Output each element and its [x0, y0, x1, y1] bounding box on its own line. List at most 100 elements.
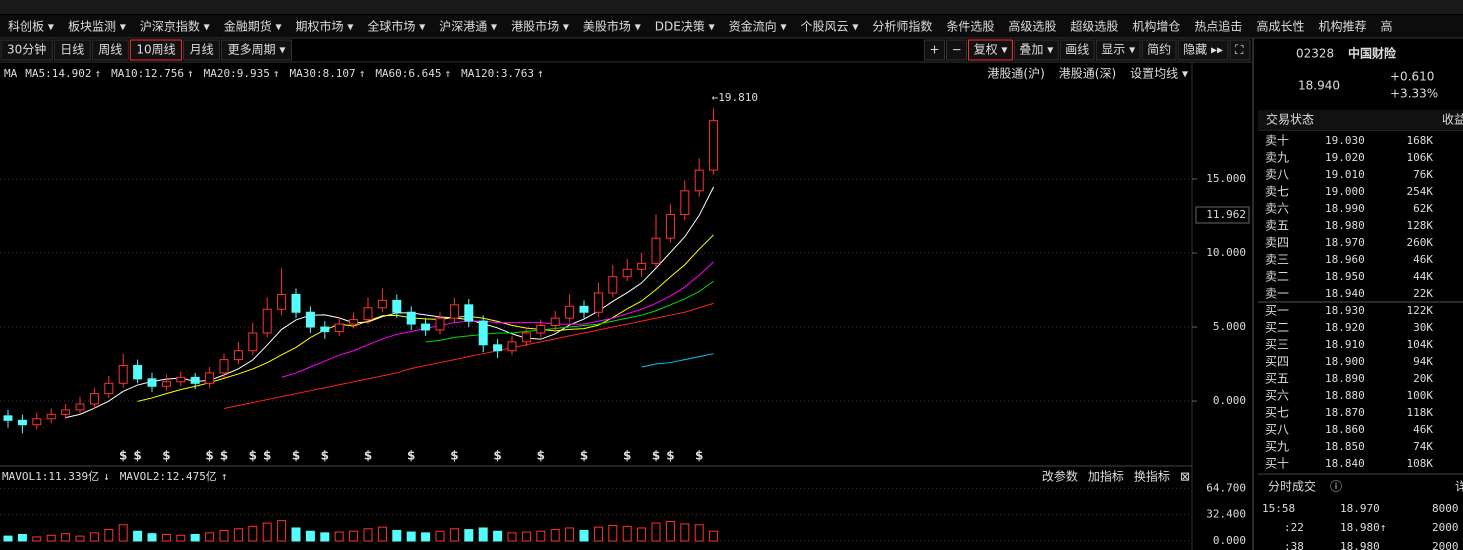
book-volume: 104K — [1407, 338, 1434, 351]
book-label: 卖七 — [1265, 185, 1289, 199]
vol-link[interactable]: 加指标 — [1088, 469, 1124, 484]
period-tab-label[interactable]: 10周线 — [136, 43, 175, 57]
menu-item[interactable]: 资金流向 ▾ — [729, 19, 787, 34]
book-label: 买三 — [1265, 338, 1289, 352]
volume-bar — [406, 531, 416, 542]
candle-body — [565, 305, 575, 319]
signal-mark: $ — [580, 449, 588, 463]
tool-label[interactable]: 简约 — [1147, 42, 1171, 57]
book-volume: 100K — [1407, 389, 1434, 402]
candle-body — [32, 418, 42, 426]
menu-item[interactable]: 高成长性 — [1256, 19, 1304, 34]
period-tab[interactable] — [53, 39, 91, 61]
ma-arrow: ↑ — [537, 67, 544, 80]
tool-label[interactable]: 叠加 ▾ — [1019, 43, 1053, 57]
book-price: 18.870 — [1325, 406, 1365, 419]
ma-label: MA — [4, 67, 18, 80]
book-volume: 94K — [1413, 355, 1433, 368]
menu-item[interactable]: 沪深港通 ▾ — [439, 20, 497, 34]
volume-bar — [363, 528, 373, 542]
book-label: 卖二 — [1265, 270, 1289, 284]
vol-legend: MAVOL1:11.339亿 — [2, 470, 99, 483]
candle-body — [579, 305, 589, 313]
menu-item[interactable]: 沪深京指数 ▾ — [140, 19, 210, 34]
tool-label[interactable]: ⛶ — [1234, 43, 1244, 57]
volume-bar — [349, 530, 359, 542]
menu-item[interactable]: 高级选股 — [1008, 19, 1056, 34]
book-volume: 46K — [1413, 423, 1433, 436]
tool-button[interactable] — [1229, 39, 1251, 61]
signal-mark: $ — [666, 449, 674, 463]
tool-button[interactable] — [1141, 39, 1177, 61]
tool-label[interactable]: 显示 ▾ — [1101, 43, 1135, 57]
ma-link[interactable]: 港股通(沪) — [987, 67, 1044, 81]
period-tab[interactable] — [183, 39, 221, 61]
y-tick-label: 0.000 — [1213, 394, 1246, 407]
candle-body — [75, 403, 85, 411]
period-tab-label[interactable]: 更多周期 ▾ — [228, 43, 286, 57]
tool-label[interactable]: 画线 — [1065, 43, 1089, 57]
tool-label[interactable]: − — [952, 43, 962, 57]
ma-line — [223, 302, 714, 409]
vol-link[interactable]: ⊠ — [1180, 470, 1190, 484]
signal-mark: $ — [119, 449, 127, 463]
candle-body — [161, 381, 171, 387]
period-tab-label[interactable]: 月线 — [190, 43, 214, 57]
tool-button[interactable] — [1013, 39, 1059, 61]
volume-bar — [579, 529, 589, 542]
candle-body — [507, 341, 517, 352]
period-tab[interactable] — [129, 39, 183, 61]
tool-button[interactable] — [1177, 39, 1229, 61]
vol-arrow: ↑ — [221, 470, 228, 483]
menu-item[interactable]: 板块监测 ▾ — [68, 20, 126, 34]
tool-button[interactable] — [1059, 39, 1095, 61]
tool-button[interactable] — [923, 39, 945, 61]
period-tab-label[interactable]: 周线 — [98, 43, 122, 57]
tool-label[interactable]: 复权 ▾ — [974, 43, 1008, 57]
period-tab-label[interactable]: 30分钟 — [7, 42, 46, 57]
volume-bar — [75, 535, 85, 542]
book-label: 卖十 — [1265, 134, 1289, 148]
tool-button[interactable] — [946, 39, 968, 61]
ma-legend: MA120:3.763 — [461, 67, 534, 80]
menu-item[interactable]: 高 — [1380, 19, 1392, 34]
candle-body — [363, 307, 373, 321]
candle-body — [233, 350, 243, 361]
ma-link[interactable]: 设置均线 ▾ — [1130, 67, 1188, 81]
tool-button[interactable] — [1095, 39, 1141, 61]
menu-item[interactable]: 机构增仓 — [1132, 19, 1180, 34]
candle-body — [349, 319, 359, 325]
menu-item[interactable]: 全球市场 ▾ — [367, 19, 425, 34]
vol-link[interactable]: 换指标 — [1134, 469, 1170, 484]
period-tab[interactable] — [91, 39, 129, 61]
vol-link[interactable]: 改参数 — [1042, 469, 1078, 484]
tool-button[interactable] — [968, 39, 1013, 61]
candle-body — [637, 262, 647, 270]
signal-mark: $ — [695, 449, 703, 463]
menu-item[interactable]: 条件选股 — [946, 20, 994, 34]
ma-legend: MA30:8.107 — [289, 67, 355, 80]
trades-more[interactable]: 详 — [1455, 479, 1463, 494]
menu-item[interactable]: 机构推荐 — [1318, 19, 1366, 34]
period-tab[interactable] — [221, 39, 292, 61]
menu-item[interactable]: 期权市场 ▾ — [296, 19, 354, 34]
menu-item[interactable]: 个股风云 ▾ — [801, 20, 859, 34]
candle-body — [651, 237, 661, 264]
period-tab[interactable] — [0, 39, 53, 61]
menu-item[interactable]: 美股市场 ▾ — [583, 19, 641, 34]
menu-item[interactable]: 港股市场 ▾ — [511, 19, 569, 34]
volume-bar — [608, 525, 618, 542]
book-price: 18.940 — [1325, 287, 1365, 300]
tool-label[interactable]: + — [929, 43, 939, 57]
volume-bar — [3, 535, 13, 542]
menu-item[interactable]: DDE决策 ▾ — [655, 20, 715, 34]
menu-item[interactable]: 科创板 ▾ — [8, 20, 54, 34]
trades-info[interactable]: ⓘ — [1330, 480, 1342, 494]
ma-link[interactable]: 港股通(深) — [1059, 67, 1116, 81]
period-tab-label[interactable]: 日线 — [60, 43, 84, 57]
menu-item[interactable]: 热点追击 — [1194, 19, 1242, 34]
menu-item[interactable]: 分析师指数 — [872, 19, 932, 34]
menu-item[interactable]: 超级选股 — [1070, 19, 1118, 34]
tool-label[interactable]: 隐藏 ▸▸ — [1183, 43, 1223, 57]
menu-item[interactable]: 金融期货 ▾ — [224, 19, 282, 34]
